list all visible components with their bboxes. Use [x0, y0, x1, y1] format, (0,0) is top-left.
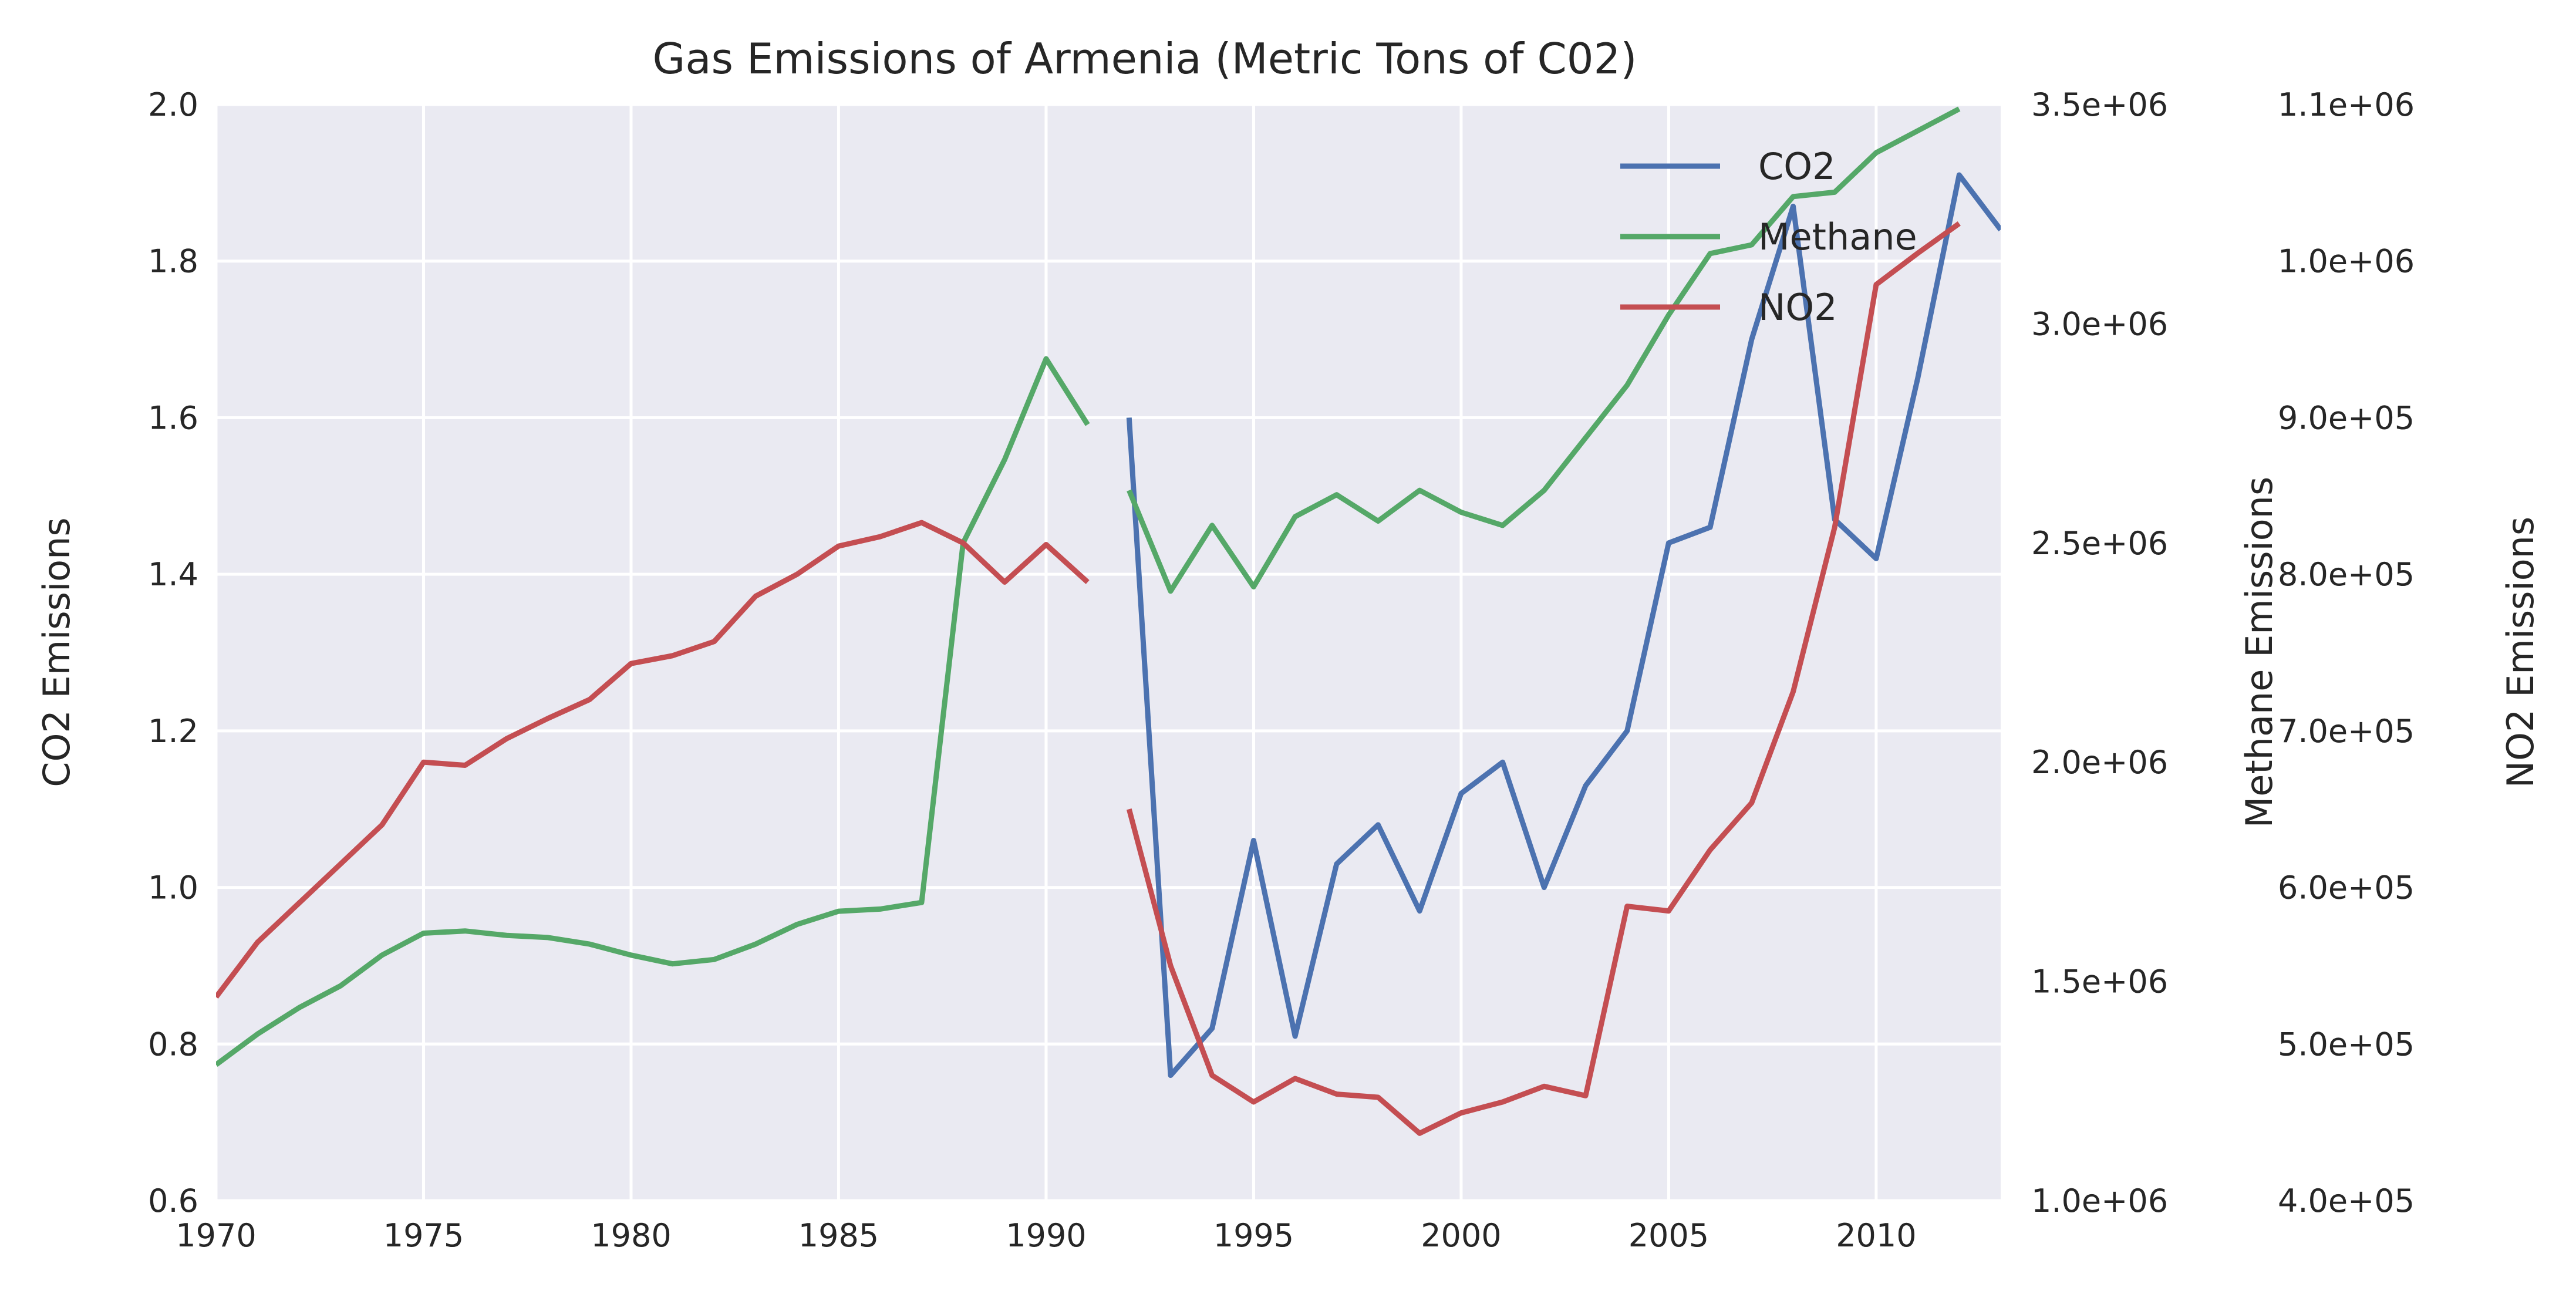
- x-tick-label-1990: 1990: [1006, 1217, 1086, 1254]
- plot-area: [216, 105, 2001, 1201]
- series-line-co2-segment-1: [1126, 172, 2001, 1079]
- y-tick-label-co2-1.0: 1.0: [148, 869, 198, 906]
- y-tick-label-co2-1.4: 1.4: [148, 556, 198, 593]
- x-tick-label-1995: 1995: [1213, 1217, 1294, 1254]
- y-tick-label-no2-1.0e+06: 1.0e+06: [2278, 243, 2415, 280]
- x-tick-label-1975: 1975: [383, 1217, 464, 1254]
- series-layer: [216, 106, 2001, 1136]
- tick-layer: 1970 1975 1980 1985 1990 1995 2000 2005 2010 0.6 0…: [148, 86, 2415, 1254]
- y-tick-label-no2-9.0e+05: 9.0e+05: [2278, 399, 2415, 436]
- x-tick-label-1970: 1970: [176, 1217, 256, 1254]
- chart-title: Gas Emissions of Armenia (Metric Tons of…: [653, 34, 1637, 83]
- series-line-methane-segment-2: [1127, 106, 1961, 594]
- y-axis-label-co2: CO2 Emissions: [35, 517, 78, 787]
- legend-label-no2: NO2: [1758, 286, 1837, 329]
- y-tick-label-no2-8.0e+05: 8.0e+05: [2278, 556, 2415, 593]
- legend-label-co2: CO2: [1758, 145, 1836, 188]
- y-axis-label-methane: Methane Emissions: [2238, 477, 2281, 828]
- y-tick-label-no2-7.0e+05: 7.0e+05: [2278, 713, 2415, 750]
- y-tick-label-methane-1.5e+06: 1.5e+06: [2031, 963, 2168, 1000]
- series-line-no2-segment-2: [1126, 221, 1961, 1136]
- series-line-no2-segment-1: [216, 520, 1090, 999]
- y-tick-label-methane-3.0e+06: 3.0e+06: [2031, 305, 2168, 342]
- x-tick-label-2000: 2000: [1421, 1217, 1501, 1254]
- grid-layer: [214, 103, 2001, 1202]
- y-tick-label-co2-0.6: 0.6: [148, 1182, 198, 1219]
- y-tick-label-methane-3.5e+06: 3.5e+06: [2031, 86, 2168, 123]
- y-axis-label-no2: NO2 Emissions: [2499, 517, 2542, 788]
- y-tick-label-no2-4.0e+05: 4.0e+05: [2278, 1182, 2415, 1219]
- y-tick-label-co2-1.6: 1.6: [148, 399, 198, 436]
- y-tick-label-methane-2.0e+06: 2.0e+06: [2031, 744, 2168, 781]
- y-tick-label-co2-2.0: 2.0: [148, 86, 198, 123]
- y-tick-label-co2-0.8: 0.8: [148, 1026, 198, 1063]
- y-tick-label-methane-1.0e+06: 1.0e+06: [2031, 1182, 2168, 1219]
- y-tick-label-co2-1.2: 1.2: [148, 713, 198, 750]
- x-tick-label-1980: 1980: [591, 1217, 671, 1254]
- y-tick-label-methane-2.5e+06: 2.5e+06: [2031, 525, 2168, 562]
- y-tick-label-no2-6.0e+05: 6.0e+05: [2278, 869, 2415, 906]
- x-tick-label-2010: 2010: [1836, 1217, 1916, 1254]
- y-tick-label-no2-5.0e+05: 5.0e+05: [2278, 1026, 2415, 1063]
- x-tick-label-2005: 2005: [1628, 1217, 1709, 1254]
- legend: CO2 Methane NO2: [1620, 145, 1917, 329]
- x-tick-label-1985: 1985: [798, 1217, 879, 1254]
- y-tick-label-no2-1.1e+06: 1.1e+06: [2278, 86, 2415, 123]
- series-line-methane-segment-1: [216, 356, 1090, 1067]
- y-tick-label-co2-1.8: 1.8: [148, 243, 198, 280]
- legend-label-methane: Methane: [1758, 215, 1917, 258]
